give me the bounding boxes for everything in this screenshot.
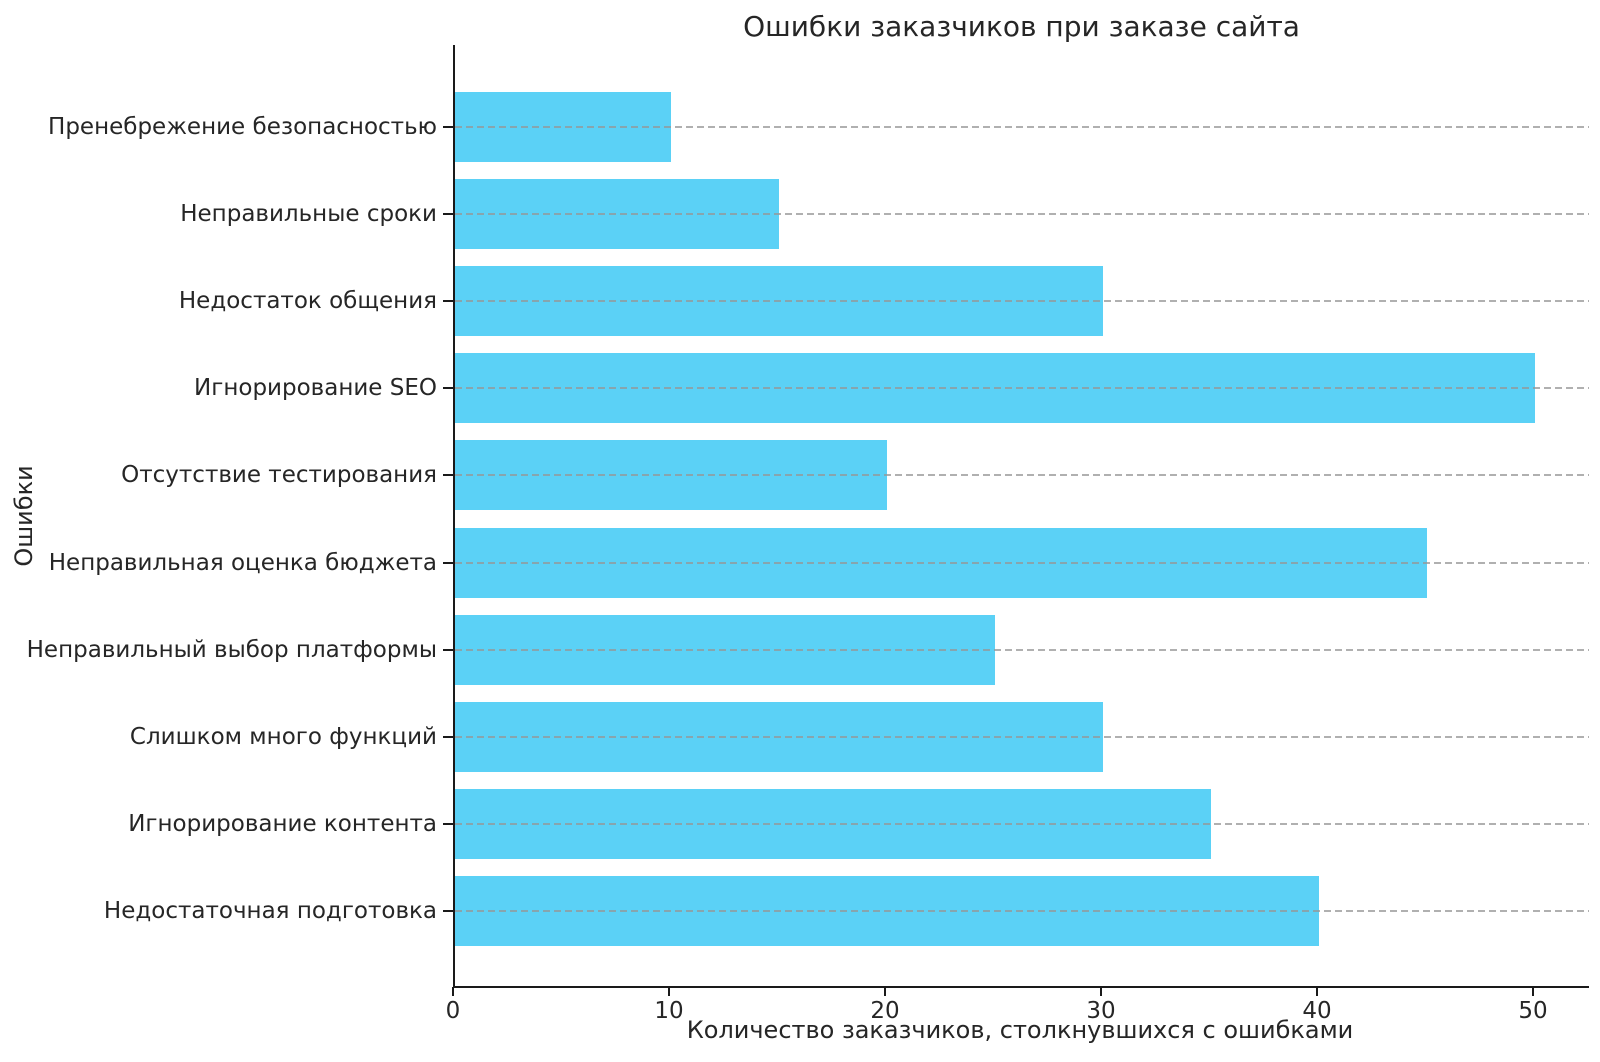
chart-title: Ошибки заказчиков при заказе сайта <box>743 10 1300 43</box>
category-label: Игнорирование SEO <box>194 375 437 402</box>
x-axis-label: Количество заказчиков, столкнувшихся с о… <box>686 1016 1354 1044</box>
x-tick <box>668 987 670 996</box>
x-tick <box>1532 987 1534 996</box>
x-tick-label: 20 <box>870 998 900 1024</box>
y-tick <box>443 213 453 216</box>
category-label: Неправильная оценка бюджета <box>48 549 437 576</box>
y-tick <box>443 648 453 651</box>
y-tick <box>443 909 453 912</box>
x-tick <box>1316 987 1318 996</box>
x-tick <box>452 987 454 996</box>
category-label: Пренебрежение безопасностью <box>48 114 437 140</box>
category-label: Слишком много функций <box>129 723 437 750</box>
gridline <box>455 387 1589 390</box>
y-tick <box>443 735 453 738</box>
y-tick <box>443 474 453 477</box>
category-label: Недостаточная подготовка <box>103 897 437 924</box>
gridline <box>455 126 1589 128</box>
category-label: Неправильные сроки <box>180 201 437 228</box>
gridline <box>455 213 1589 216</box>
x-tick-label: 30 <box>1086 998 1116 1024</box>
gridline <box>455 735 1589 738</box>
category-label: Недостаток общения <box>178 288 437 315</box>
gridline <box>455 648 1589 651</box>
x-tick <box>884 987 886 996</box>
gridline <box>455 822 1589 825</box>
category-label: Неправильный выбор платформы <box>26 636 437 663</box>
category-label: Отсутствие тестирования <box>121 462 437 489</box>
gridline <box>455 909 1589 912</box>
x-tick <box>1100 987 1102 996</box>
plot-area <box>443 45 1589 988</box>
x-tick-label: 50 <box>1518 998 1548 1024</box>
y-tick <box>443 561 453 564</box>
x-tick-label: 40 <box>1302 998 1332 1024</box>
category-label: Игнорирование контента <box>128 810 437 837</box>
x-tick-label: 0 <box>445 998 461 1024</box>
x-axis-ticks: 0 10 20 30 40 50 <box>446 987 1587 1047</box>
y-tick <box>443 300 453 303</box>
y-tick <box>443 126 453 128</box>
y-category-labels: Пренебрежение безопасностью Неправильные … <box>0 45 437 986</box>
y-tick <box>443 387 453 390</box>
y-tick <box>443 822 453 825</box>
gridline <box>455 474 1589 477</box>
gridline <box>455 561 1589 564</box>
x-tick-label: 10 <box>654 998 684 1024</box>
gridline <box>455 300 1589 303</box>
